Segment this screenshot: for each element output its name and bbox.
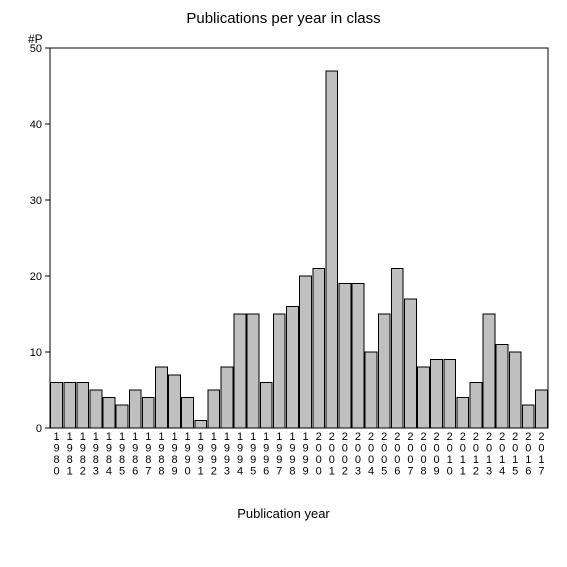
x-tick-label: 1987	[145, 431, 151, 478]
bar	[287, 306, 299, 428]
y-tick-label: 10	[30, 347, 42, 359]
y-tick-label: 30	[30, 195, 42, 207]
x-tick-label: 2014	[499, 431, 505, 478]
x-tick-label: 2009	[434, 431, 440, 478]
bar	[182, 398, 194, 428]
x-tick-label: 2015	[512, 431, 518, 478]
bar	[116, 405, 128, 428]
x-tick-label: 1984	[106, 431, 112, 478]
chart-container: Publications per year in class #P 010203…	[0, 0, 567, 567]
x-tick-label: 1994	[237, 431, 243, 478]
x-tick-label: 1991	[198, 431, 204, 478]
bar	[365, 352, 377, 428]
bar	[509, 352, 521, 428]
x-tick-label: 1982	[80, 431, 86, 478]
x-tick-label: 1981	[67, 431, 73, 478]
x-axis-label: Publication year	[0, 506, 567, 521]
x-tick-label: 2013	[486, 431, 492, 478]
x-tick-label: 1993	[224, 431, 230, 478]
bar	[313, 268, 325, 428]
bar	[352, 284, 364, 428]
bar	[444, 360, 456, 428]
x-tick-label: 1998	[289, 431, 295, 478]
chart-svg: 0102030405019801981198219831984198519861…	[0, 0, 567, 567]
bar	[129, 390, 141, 428]
x-tick-label: 2012	[473, 431, 479, 478]
x-tick-label: 2003	[355, 431, 361, 478]
bar	[247, 314, 259, 428]
x-tick-label: 1988	[158, 431, 164, 478]
chart-title: Publications per year in class	[0, 10, 567, 27]
bar	[169, 375, 181, 428]
x-tick-label: 2001	[329, 431, 335, 478]
bar	[326, 71, 338, 428]
x-tick-label: 2007	[407, 431, 413, 478]
bar	[103, 398, 115, 428]
bar	[90, 390, 102, 428]
bar	[64, 382, 76, 428]
x-tick-label: 1997	[276, 431, 282, 478]
x-tick-label: 2011	[460, 431, 466, 478]
x-tick-label: 1999	[302, 431, 308, 478]
bar	[234, 314, 246, 428]
x-tick-label: 2016	[525, 431, 531, 478]
bar	[51, 382, 63, 428]
bar	[470, 382, 482, 428]
x-tick-label: 1985	[119, 431, 125, 478]
bar	[522, 405, 534, 428]
y-tick-label: 40	[30, 119, 42, 131]
bar	[418, 367, 430, 428]
bar	[300, 276, 312, 428]
bar	[208, 390, 220, 428]
x-tick-label: 2006	[394, 431, 400, 478]
bar	[77, 382, 89, 428]
x-tick-label: 1989	[171, 431, 177, 478]
x-tick-label: 2008	[420, 431, 426, 478]
bar	[496, 344, 508, 428]
bar	[260, 382, 272, 428]
bar	[536, 390, 548, 428]
bar	[404, 299, 416, 428]
bar	[457, 398, 469, 428]
x-tick-label: 1986	[132, 431, 138, 478]
bar	[155, 367, 167, 428]
bar	[142, 398, 154, 428]
x-tick-label: 1995	[250, 431, 256, 478]
bar	[273, 314, 285, 428]
x-tick-label: 2010	[447, 431, 453, 478]
x-tick-label: 2005	[381, 431, 387, 478]
bar	[221, 367, 233, 428]
x-tick-label: 1992	[211, 431, 217, 478]
x-tick-label: 2004	[368, 431, 374, 478]
bar	[378, 314, 390, 428]
y-axis-label: #P	[28, 32, 43, 46]
bar	[431, 360, 443, 428]
bar	[391, 268, 403, 428]
y-tick-label: 0	[36, 423, 42, 435]
x-tick-label: 2002	[342, 431, 348, 478]
bar	[339, 284, 351, 428]
bar	[483, 314, 495, 428]
x-tick-label: 1983	[93, 431, 99, 478]
x-tick-label: 2000	[316, 431, 322, 478]
x-tick-label: 1980	[53, 431, 59, 478]
x-tick-label: 1996	[263, 431, 269, 478]
y-tick-label: 20	[30, 271, 42, 283]
x-tick-label: 2017	[538, 431, 544, 478]
bar	[195, 420, 207, 428]
x-tick-label: 1990	[185, 431, 191, 478]
